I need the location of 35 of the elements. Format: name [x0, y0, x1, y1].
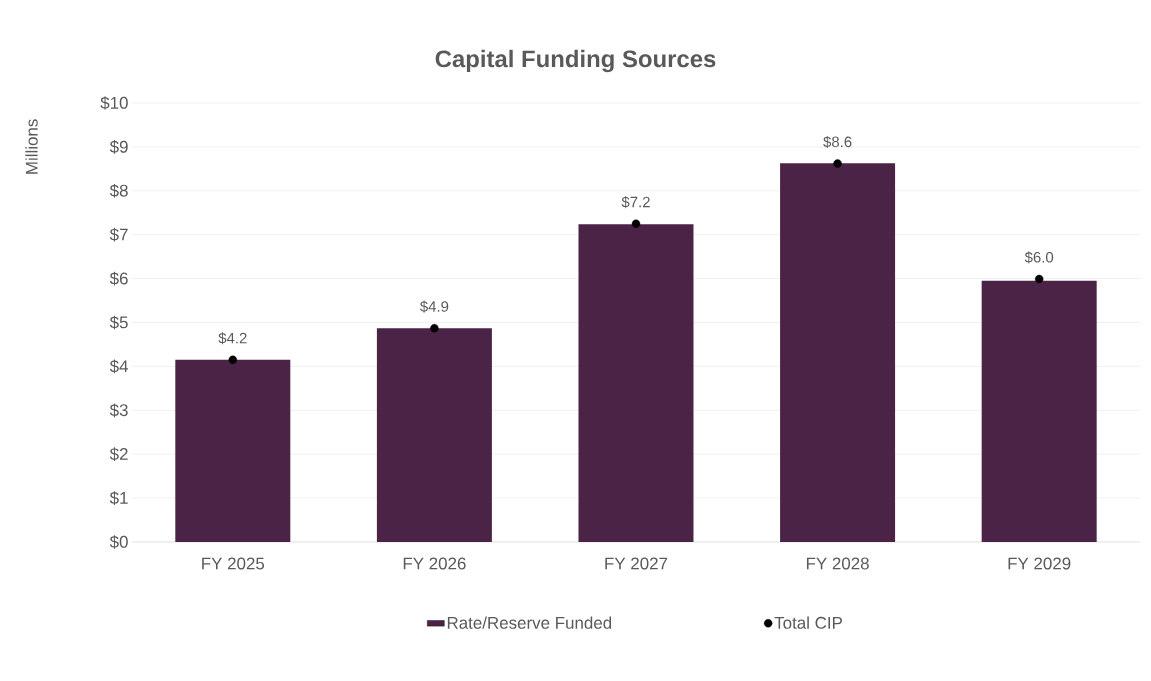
x-tick-label: FY 2027	[605, 557, 668, 570]
data-label: $4.9	[420, 300, 449, 313]
x-tick-label: FY 2026	[403, 557, 466, 570]
y-tick-label: $4	[109, 359, 128, 374]
bar	[780, 163, 896, 542]
x-tick-label: FY 2028	[806, 557, 869, 570]
bar	[981, 280, 1097, 542]
y-tick-label: $0	[109, 535, 128, 549]
x-tick-label: FY 2029	[1008, 557, 1071, 570]
point	[833, 159, 842, 168]
y-tick-label: $10	[100, 96, 128, 110]
y-tick-label: $8	[109, 183, 128, 198]
y-tick-label: $2	[109, 447, 128, 462]
bar	[376, 328, 492, 542]
y-tick-label: $1	[109, 491, 128, 505]
point	[430, 323, 439, 333]
y-tick-label: $9	[109, 140, 128, 154]
legend-label: Rate/Reserve Funded	[447, 616, 612, 629]
y-axis-title: Millions	[25, 119, 38, 174]
y-tick-label: $3	[109, 403, 128, 418]
point	[631, 219, 641, 228]
chart-title: Capital Funding Sources	[435, 49, 716, 73]
bar	[175, 359, 291, 542]
data-label: $8.6	[823, 135, 852, 149]
bar	[578, 224, 694, 542]
y-tick-label: $5	[109, 315, 128, 330]
data-label: $7.2	[621, 196, 650, 209]
point	[228, 355, 237, 364]
y-tick-label: $6	[109, 271, 128, 286]
data-label: $6.0	[1024, 251, 1054, 264]
y-tick-label: $7	[109, 227, 128, 242]
legend-label: Total CIP	[774, 616, 842, 629]
point	[1034, 274, 1044, 284]
data-label: $4.2	[218, 332, 247, 345]
x-tick-label: FY 2025	[202, 557, 265, 570]
